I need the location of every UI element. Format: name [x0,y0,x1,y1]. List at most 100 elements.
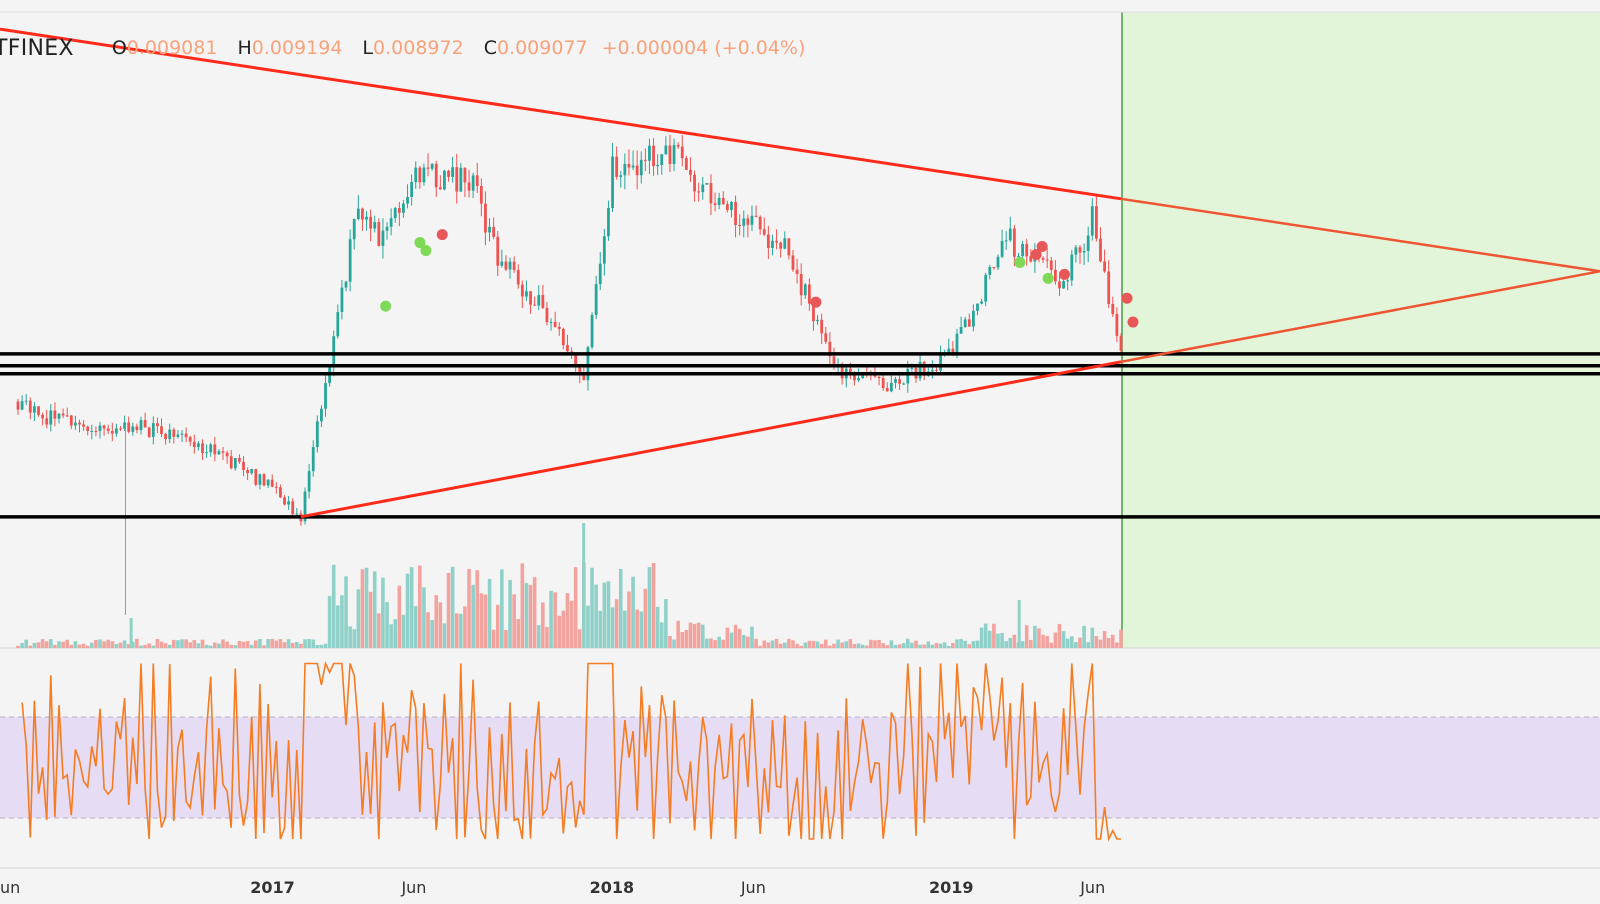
candle-body [45,418,49,425]
candle-body [529,291,532,305]
volume-bar [139,645,143,648]
volume-bar [1049,642,1054,648]
candle-body [717,197,721,205]
candle-body [512,261,516,270]
buy-signal-dot [414,237,426,249]
candle-body [188,437,192,442]
volume-bar [553,592,557,648]
volume-bar [832,643,836,648]
drawing-lines[interactable] [0,27,1600,519]
candle-body [877,376,881,378]
candle-body [910,367,914,369]
candle-body [156,423,159,427]
candle-body [270,479,274,487]
volume-bar [188,642,193,648]
open-value: 0.009081 [126,37,218,59]
volume-bar [1065,638,1070,648]
time-axis-tick-label: un [0,878,20,897]
candle-body [812,303,815,322]
candle-body [713,203,717,205]
volume-bar [159,641,164,648]
volume-bar [770,640,775,648]
candle-body [463,167,467,183]
volume-bar [200,639,205,648]
volume-bar [856,643,861,648]
volume-bar [122,640,127,648]
candle-body [996,256,1000,268]
volume-bar [541,602,545,648]
volume-bar [229,644,234,648]
candle-body [1107,271,1111,304]
candle-body [205,452,209,454]
candle-body [410,182,414,197]
volume-bar [299,643,303,648]
candle-body [955,333,959,355]
candle-body [664,145,668,155]
volume-bar [1086,642,1090,648]
candle-body [311,447,315,472]
volume-bar [959,639,963,648]
volume-bar [844,641,849,648]
volume-bar [245,641,250,648]
candle-body [754,215,758,217]
candle-body [631,165,635,168]
sell-signal-dot [1127,316,1139,328]
volume-bar [344,576,348,648]
volume-bar [364,567,369,648]
volume-bar [532,577,537,648]
candle-body [676,144,680,147]
volume-bar [614,599,619,648]
volume-bar [459,613,463,648]
candle-body [771,240,774,248]
volume-bar [627,591,631,648]
volume-bar [655,606,660,648]
candle-body [537,295,541,306]
volume-bar [1115,642,1119,648]
candle-body [881,377,885,388]
volume-bar [94,639,98,648]
volume-bar [40,639,45,648]
volume-bar [545,626,549,648]
volume-bar [672,639,676,648]
volume-bar [618,568,623,648]
volume-bar [405,573,410,648]
volume-bar [196,643,201,648]
candle-body [762,229,766,235]
candle-body [803,284,807,296]
volume-bar [233,645,238,648]
volume-bar [766,642,771,648]
candle-body [1119,335,1123,351]
candle-body [992,267,996,269]
volume-bar [348,626,352,648]
candle-body [49,410,53,425]
volume-bar [668,635,672,648]
candle-body [180,433,184,435]
candle-body [520,284,524,297]
candle-body [373,222,377,229]
volume-bar [102,641,106,648]
candle-body [201,443,204,454]
candle-body [151,423,155,437]
candle-body [1058,281,1061,289]
volume-bar [426,612,430,648]
candle-body [53,410,57,419]
candle-body [525,291,528,297]
time-axis[interactable]: un 2017 Jun 2018 Jun 2019 Jun [0,878,1105,897]
volume-bar [1000,632,1004,648]
candle-body [1115,314,1119,336]
candle-body [69,415,73,426]
volume-bar [1082,625,1086,648]
candle-body [356,208,360,219]
volume-bar [368,591,373,648]
candle-body [16,401,20,410]
volume-bar [463,606,467,648]
candle-body [873,375,877,377]
volume-bar [746,636,750,648]
volume-bar [262,645,266,648]
candle-body [791,255,795,270]
candle-body [348,239,352,282]
volume-bar [270,638,275,648]
volume-bar [16,645,20,648]
symbol-label[interactable]: TFINEX [0,35,74,61]
